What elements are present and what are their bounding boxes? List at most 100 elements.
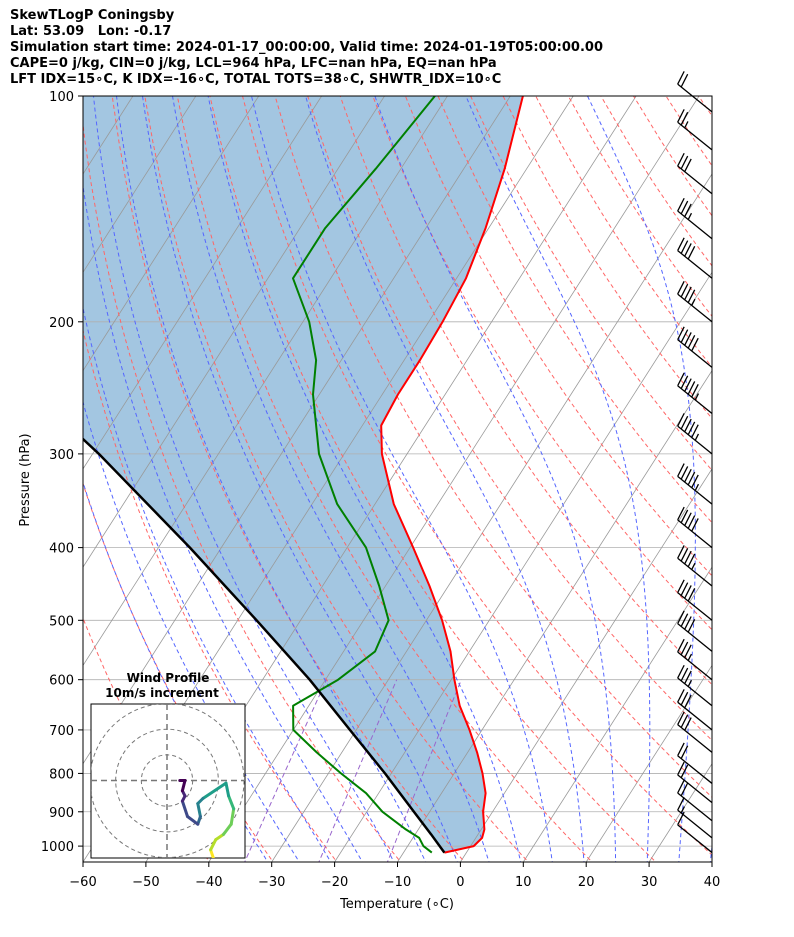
temperature-line: [380, 96, 524, 854]
dry-adiabat: [242, 96, 712, 856]
isotherm-line: [334, 271, 712, 862]
dry-adiabat: [535, 96, 712, 368]
isotherm-line: [711, 861, 712, 862]
moist-adiabat: [773, 96, 794, 865]
wind-barb: [677, 638, 713, 681]
title-latlon: Lat: 53.09 Lon: -0.17: [10, 24, 172, 39]
x-tick-label: 20: [578, 875, 595, 890]
wind-barb: [677, 237, 713, 279]
isotherm-line: [460, 468, 712, 862]
x-tick-label: −60: [69, 875, 96, 890]
wind-barb: [677, 506, 713, 549]
moist-adiabat: [709, 841, 712, 862]
chart-title: SkewTLogP Coningsby Lat: 53.09 Lon: -0.17…: [10, 8, 603, 88]
dry-adiabat: [470, 96, 712, 471]
moist-adiabat: [83, 182, 363, 862]
moist-adiabat: [93, 96, 395, 862]
mixing-ratio-line: [318, 679, 398, 862]
isotherm-line: [0, 96, 70, 862]
isotherm-line: [0, 96, 7, 862]
dry-adiabat: [437, 96, 712, 524]
dry-adiabat: [83, 120, 402, 862]
x-tick-label: −20: [321, 875, 348, 890]
wind-barb: [677, 689, 713, 731]
wind-barb: [677, 326, 713, 368]
hodograph-segment: [186, 815, 200, 826]
hodograph-segment: [201, 781, 228, 800]
dry-adiabat: [209, 96, 657, 862]
wind-barb: [677, 579, 713, 621]
isotherm-line: [208, 96, 700, 862]
isotherm-line: [585, 664, 712, 862]
isotherm-line: [83, 96, 385, 568]
wind-barb: [677, 71, 713, 113]
wind-barb: [677, 664, 713, 707]
mixing-ratio-line: [386, 679, 462, 862]
moist-adiabat: [83, 400, 300, 862]
x-tick-label: 10: [515, 875, 532, 890]
moist-adiabat: [742, 96, 794, 865]
hodograph-segment: [214, 832, 225, 842]
mixing-ratio-line: [244, 679, 327, 862]
isotherm-line: [648, 762, 712, 862]
hodograph-segment: [209, 838, 218, 852]
wind-barb: [677, 280, 713, 323]
hodograph-segment: [224, 781, 231, 798]
title-indices: LFT IDX=15∘C, K IDX=-16∘C, TOTAL TOTS=38…: [10, 72, 502, 87]
hodograph-segment: [180, 799, 189, 818]
y-axis-label: Pressure (hPa): [18, 433, 33, 526]
title-station: SkewTLogP Coningsby: [10, 8, 175, 23]
hodograph-subtitle: 10m/s increment: [105, 686, 219, 700]
dry-adiabat: [176, 96, 593, 862]
x-tick-label: −10: [384, 875, 411, 890]
parcel-profile-line: [83, 437, 446, 854]
wind-barb: [677, 711, 713, 753]
wind-barb: [677, 463, 713, 505]
moist-adiabat: [116, 96, 427, 862]
dry-adiabat: [83, 328, 338, 862]
y-tick-label: 1000: [41, 840, 74, 855]
x-tick-label: 30: [641, 875, 658, 890]
wind-barb: [677, 109, 713, 151]
moist-adiabat: [83, 305, 332, 862]
isotherm-line: [397, 369, 712, 862]
dry-adiabat: [502, 96, 712, 420]
y-tick-label: 200: [49, 316, 74, 331]
title-cape: CAPE=0 j/kg, CIN=0 j/kg, LCL=964 hPa, LF…: [10, 56, 497, 71]
isotherm-line: [522, 566, 712, 862]
moist-adiabat: [142, 96, 458, 862]
moist-adiabat: [587, 96, 696, 862]
x-tick-label: −40: [195, 875, 222, 890]
hodograph-segment: [229, 807, 236, 826]
isotherm-line: [83, 96, 260, 372]
wind-barb: [677, 761, 713, 804]
x-tick-label: 40: [704, 875, 721, 890]
wind-barb: [677, 742, 713, 784]
y-tick-label: 500: [49, 614, 74, 629]
moist-adiabat: [465, 96, 651, 862]
wind-barb: [677, 779, 713, 822]
moist-adiabat: [305, 96, 585, 862]
hodograph-title: Wind Profile: [127, 671, 210, 685]
wind-barb: [677, 610, 713, 652]
dry-adiabat: [698, 96, 712, 117]
moist-adiabat: [251, 96, 553, 862]
isotherm-line: [775, 96, 794, 862]
isotherm-line: [83, 96, 197, 274]
hodograph-segment: [196, 802, 202, 818]
x-tick-label: 0: [456, 875, 464, 890]
hodograph-segment: [222, 822, 233, 836]
dry-adiabat: [731, 96, 794, 865]
isotherm-line: [83, 96, 448, 667]
hodograph-segment: [180, 779, 187, 793]
wind-barb: [677, 197, 713, 240]
x-tick-label: −50: [132, 875, 159, 890]
dry-adiabat: [111, 96, 466, 862]
x-tick-label: −30: [258, 875, 285, 890]
moist-adiabat: [207, 96, 522, 862]
y-tick-label: 600: [49, 674, 74, 689]
wind-barb: [677, 413, 713, 455]
title-times: Simulation start time: 2024-01-17_00:00:…: [10, 40, 603, 55]
moist-adiabat: [172, 96, 490, 862]
